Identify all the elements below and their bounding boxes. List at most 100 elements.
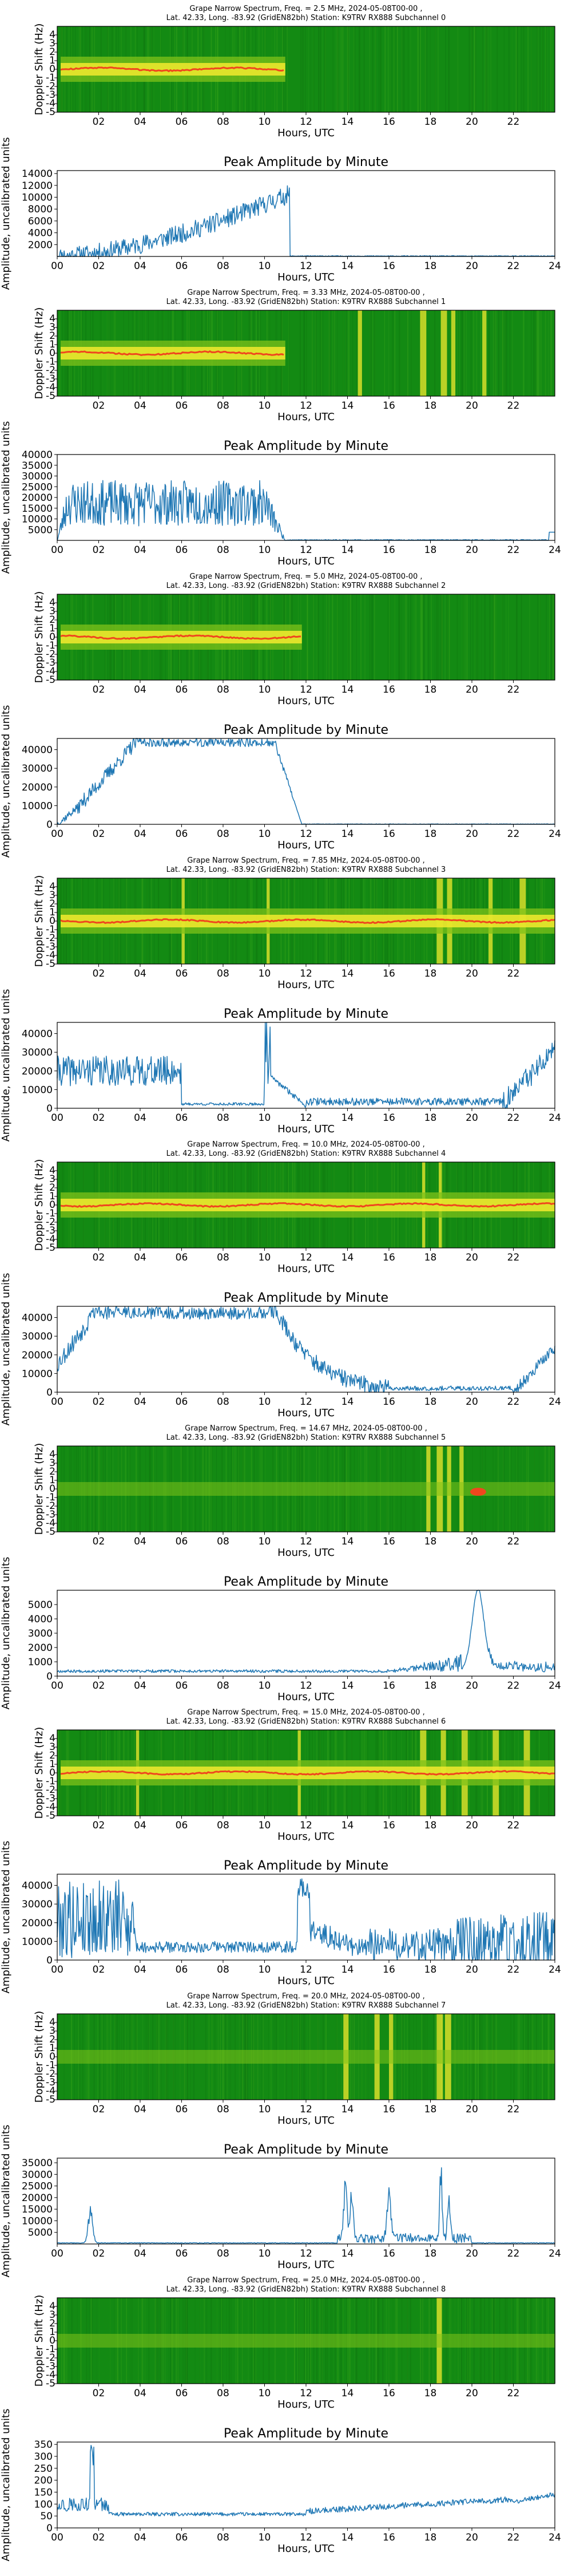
spectrogram-carrier-trace <box>60 1770 555 1776</box>
y-tick-label: 3 <box>49 38 55 49</box>
y-tick-label: 30000 <box>22 763 53 775</box>
y-tick-label: -4 <box>46 1234 55 1245</box>
x-tick-label: 10 <box>259 828 271 840</box>
y-tick-label: 10000 <box>22 1936 53 1947</box>
x-tick-label: 00 <box>51 544 63 556</box>
y-tick-label: 40000 <box>22 449 53 461</box>
spectrogram-title-line1: Grape Narrow Spectrum, Freq. = 2.5 MHz, … <box>189 5 422 13</box>
x-tick-label: 10 <box>259 684 271 696</box>
y-tick-label: 30000 <box>22 2169 53 2180</box>
x-tick-label: 20 <box>466 1964 478 1976</box>
spectrogram-title-line2: Lat. 42.33, Long. -83.92 (GridEN82bh) St… <box>166 1149 446 1158</box>
x-axis-label: Hours, UTC <box>277 839 335 851</box>
x-tick-label: 04 <box>134 684 146 696</box>
x-tick-label: 04 <box>134 1820 146 1831</box>
y-tick-label: 40000 <box>22 1880 53 1892</box>
amplitude-frame <box>57 2441 555 2528</box>
x-tick-label: 06 <box>176 828 188 840</box>
x-tick-label: 06 <box>176 544 188 556</box>
y-tick-label: 30000 <box>22 471 53 483</box>
x-tick-label: 18 <box>424 1536 437 1547</box>
y-tick-label: -5 <box>46 958 55 970</box>
x-axis-label: Hours, UTC <box>277 1831 335 1843</box>
x-tick-label: 12 <box>300 1536 312 1547</box>
x-tick-label: 14 <box>341 1396 354 1408</box>
x-tick-label: 24 <box>549 2248 561 2259</box>
y-tick-label: -2 <box>46 2352 55 2364</box>
x-tick-label: 02 <box>93 1112 105 1124</box>
y-axis-label: Amplitude, uncalibrated units <box>0 2409 12 2562</box>
x-axis-label: Hours, UTC <box>277 411 335 423</box>
x-tick-label: 02 <box>93 1252 105 1263</box>
x-tick-label: 12 <box>300 1396 312 1408</box>
x-tick-label: 20 <box>466 400 478 412</box>
y-tick-label: -4 <box>46 1801 55 1813</box>
x-tick-label: 10 <box>259 968 271 979</box>
x-tick-label: 14 <box>341 828 354 840</box>
y-tick-label: 3 <box>49 890 55 901</box>
amplitude-line <box>57 738 555 825</box>
y-tick-label: 12000 <box>22 180 53 192</box>
x-tick-label: 18 <box>424 1820 437 1831</box>
y-tick-label: 2 <box>49 614 55 626</box>
spectrogram-feature <box>357 310 362 396</box>
y-tick-label: 0 <box>49 915 55 927</box>
y-tick-label: 30000 <box>22 1899 53 1910</box>
x-tick-label: 12 <box>300 260 312 272</box>
y-tick-label: 2 <box>49 1750 55 1761</box>
y-tick-label: 2 <box>49 46 55 58</box>
x-tick-label: 16 <box>383 1112 395 1124</box>
x-tick-label: 18 <box>424 1252 437 1263</box>
y-tick-label: -2 <box>46 1784 55 1796</box>
amplitude-chart-7: Peak Amplitude by Minute5000100001500020… <box>0 2125 561 2278</box>
x-tick-label: 02 <box>93 2248 105 2259</box>
x-tick-label: 14 <box>341 1680 354 1692</box>
spectrogram-hotspot <box>470 1488 486 1496</box>
x-tick-label: 20 <box>466 684 478 696</box>
x-tick-label: 22 <box>507 116 520 128</box>
y-axis-label: Doppler Shift (Hz) <box>33 23 45 116</box>
x-tick-label: 24 <box>549 260 561 272</box>
y-tick-label: 250 <box>34 2463 53 2475</box>
y-tick-label: 2000 <box>28 1642 53 1654</box>
x-tick-label: 18 <box>424 2388 437 2399</box>
x-tick-label: 02 <box>93 2532 105 2543</box>
y-tick-label: 6000 <box>28 216 53 227</box>
y-tick-label: 0 <box>49 347 55 359</box>
x-tick-label: 10 <box>259 1964 271 1976</box>
x-tick-label: 04 <box>134 828 146 840</box>
y-tick-label: -1 <box>46 2344 55 2355</box>
x-tick-label: 12 <box>300 2248 312 2259</box>
amplitude-title: Peak Amplitude by Minute <box>224 2427 388 2441</box>
x-tick-label: 02 <box>93 1536 105 1547</box>
x-tick-label: 20 <box>466 260 478 272</box>
x-axis-label: Hours, UTC <box>277 2399 335 2411</box>
spectrogram-7: Grape Narrow Spectrum, Freq. = 20.0 MHz,… <box>33 1992 555 2127</box>
x-tick-label: 10 <box>259 1396 271 1408</box>
amplitude-chart-3: Peak Amplitude by Minute 0 10000 20000 30000… <box>0 989 561 1142</box>
spectrogram-title-line1: Grape Narrow Spectrum, Freq. = 15.0 MHz,… <box>187 1708 424 1717</box>
y-tick-label: 3 <box>49 606 55 617</box>
spectrogram-title-line2: Lat. 42.33, Long. -83.92 (GridEN82bh) St… <box>166 2285 446 2294</box>
x-tick-label: 10 <box>259 260 271 272</box>
x-tick-label: 12 <box>300 1680 312 1692</box>
y-tick-label: 300 <box>34 2451 53 2463</box>
x-tick-label: 22 <box>507 2248 520 2259</box>
x-tick-label: 04 <box>134 260 146 272</box>
amplitude-frame <box>57 1306 555 1393</box>
y-tick-label: 1 <box>49 2326 55 2338</box>
y-tick-label: -5 <box>46 2378 55 2389</box>
x-tick-label: 22 <box>507 1964 520 1976</box>
spectrogram-carrier-trace <box>60 1202 555 1208</box>
y-tick-label: 10000 <box>22 800 53 812</box>
x-tick-label: 00 <box>51 828 63 840</box>
x-tick-label: 04 <box>134 1964 146 1976</box>
x-tick-label: 12 <box>300 2388 312 2399</box>
x-tick-label: 14 <box>341 400 354 412</box>
amplitude-chart-2: Peak Amplitude by Minute 0 10000 20000 30000… <box>0 705 561 858</box>
x-tick-label: 06 <box>176 1964 188 1976</box>
spectrogram-title-line1: Grape Narrow Spectrum, Freq. = 25.0 MHz,… <box>187 2276 424 2285</box>
x-tick-label: 00 <box>51 2532 63 2543</box>
y-tick-label: 35000 <box>22 2158 53 2169</box>
y-tick-label: 4 <box>49 1165 55 1176</box>
